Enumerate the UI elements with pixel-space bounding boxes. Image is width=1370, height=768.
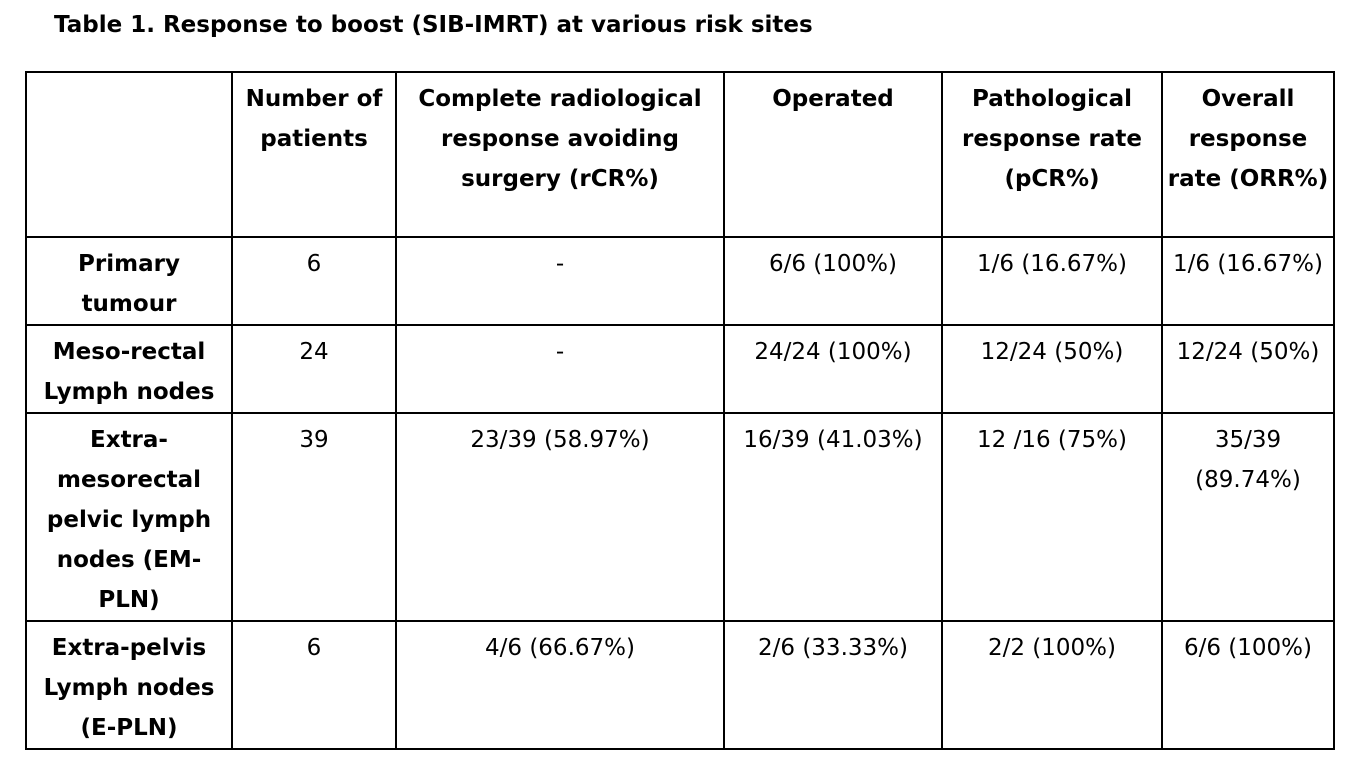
cell-pcr: 2/2 (100%) (941, 620, 1163, 750)
table-row: Meso-rectal Lymph nodes 24 - 24/24 (100%… (25, 324, 1335, 414)
cell-rcr: - (395, 236, 725, 326)
row-site: Extra-pelvis Lymph nodes (E-PLN) (25, 620, 233, 750)
cell-pcr: 1/6 (16.67%) (941, 236, 1163, 326)
row-site: Primary tumour (25, 236, 233, 326)
row-site: Extra-mesorectal pelvic lymph nodes (EM-… (25, 412, 233, 622)
cell-orr: 6/6 (100%) (1161, 620, 1335, 750)
cell-orr: 35/39 (89.74%) (1161, 412, 1335, 622)
cell-rcr: 23/39 (58.97%) (395, 412, 725, 622)
header-cell-rcr: Complete radiological response avoiding … (395, 71, 725, 238)
cell-orr: 12/24 (50%) (1161, 324, 1335, 414)
cell-patients: 6 (231, 620, 397, 750)
cell-patients: 6 (231, 236, 397, 326)
response-table: Number of patients Complete radiological… (25, 71, 1335, 750)
table-caption: Table 1. Response to boost (SIB-IMRT) at… (54, 12, 813, 38)
cell-rcr: 4/6 (66.67%) (395, 620, 725, 750)
cell-operated: 6/6 (100%) (723, 236, 943, 326)
cell-pcr: 12/24 (50%) (941, 324, 1163, 414)
header-cell-pcr: Pathological response rate (pCR%) (941, 71, 1163, 238)
header-row: Number of patients Complete radiological… (25, 71, 1335, 238)
cell-patients: 39 (231, 412, 397, 622)
cell-operated: 2/6 (33.33%) (723, 620, 943, 750)
table-row: Primary tumour 6 - 6/6 (100%) 1/6 (16.67… (25, 236, 1335, 326)
cell-rcr: - (395, 324, 725, 414)
row-site: Meso-rectal Lymph nodes (25, 324, 233, 414)
header-cell-site (25, 71, 233, 238)
table-row: Extra-pelvis Lymph nodes (E-PLN) 6 4/6 (… (25, 620, 1335, 750)
header-cell-patients: Number of patients (231, 71, 397, 238)
cell-orr: 1/6 (16.67%) (1161, 236, 1335, 326)
cell-pcr: 12 /16 (75%) (941, 412, 1163, 622)
header-cell-orr: Overall response rate (ORR%) (1161, 71, 1335, 238)
header-cell-operated: Operated (723, 71, 943, 238)
cell-patients: 24 (231, 324, 397, 414)
cell-operated: 24/24 (100%) (723, 324, 943, 414)
table-row: Extra-mesorectal pelvic lymph nodes (EM-… (25, 412, 1335, 622)
cell-operated: 16/39 (41.03%) (723, 412, 943, 622)
